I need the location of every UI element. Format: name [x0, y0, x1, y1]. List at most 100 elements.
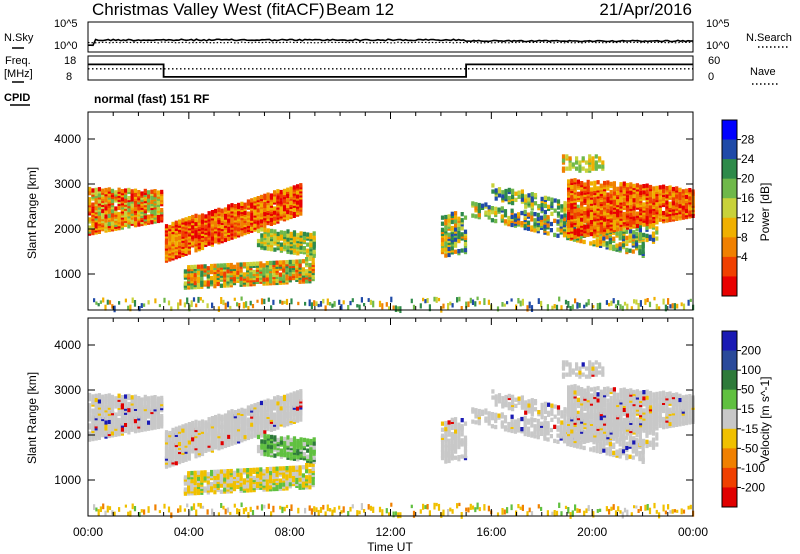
power-echo-cell	[200, 272, 204, 277]
velocity-echo-cell	[599, 445, 603, 450]
power-echo-cell	[178, 219, 182, 224]
power-echo-cell	[197, 214, 201, 219]
power-echo-cell	[302, 235, 306, 241]
velocity-echo-cell	[114, 412, 118, 417]
velocity-echo-cell	[454, 429, 458, 434]
power-echo-cell	[378, 300, 382, 308]
power-echo-cell	[108, 300, 112, 305]
power-echo-cell	[629, 229, 633, 234]
velocity-echo-cell	[110, 394, 115, 400]
power-echo-cell	[174, 242, 178, 248]
velocity-echo-cell	[308, 468, 312, 474]
velocity-echo-cell	[500, 412, 504, 417]
velocity-echo-cell	[494, 416, 498, 422]
velocity-echo-cell	[143, 402, 147, 408]
velocity-echo-cell	[457, 455, 461, 460]
velocity-echo-cell	[510, 420, 514, 425]
velocity-echo-cell	[621, 440, 626, 446]
power-echo-cell	[500, 206, 504, 211]
power-echo-cell	[223, 271, 227, 276]
power-echo-cell	[390, 296, 393, 303]
velocity-echo-cell	[457, 422, 461, 427]
colorbar-segment	[722, 256, 737, 277]
power-echo-cell	[616, 190, 620, 196]
power-echo-cell	[289, 186, 293, 191]
power-echo-cell	[546, 304, 549, 311]
power-echo-cell	[458, 296, 461, 302]
power-echo-cell	[503, 303, 506, 307]
power-echo-cell	[447, 214, 451, 219]
power-echo-cell	[511, 188, 515, 193]
power-echo-cell	[658, 189, 662, 194]
colorbar-tick-label: 12	[741, 211, 755, 225]
power-echo-cell	[609, 189, 613, 195]
velocity-echo-cell	[110, 431, 115, 436]
velocity-echo-cell	[273, 453, 277, 458]
power-echo-cell	[454, 227, 458, 232]
power-echo-cell	[593, 205, 597, 210]
velocity-echo-cell	[447, 458, 451, 464]
power-echo-cell	[609, 181, 613, 187]
velocity-echo-cell	[292, 454, 297, 459]
power-echo-cell	[599, 235, 603, 240]
velocity-echo-cell	[286, 451, 290, 456]
power-echo-cell	[665, 194, 669, 199]
power-echo-cell	[665, 200, 669, 205]
power-echo-cell	[633, 299, 636, 304]
power-echo-cell	[127, 195, 131, 201]
power-echo-cell	[273, 190, 277, 195]
power-echo-cell	[609, 193, 613, 199]
velocity-echo-cell	[302, 441, 306, 447]
power-echo-cell	[454, 249, 458, 254]
velocity-echo-cell	[615, 437, 619, 442]
power-echo-cell	[574, 298, 577, 304]
power-echo-cell	[556, 211, 561, 216]
power-echo-cell	[444, 243, 448, 248]
power-echo-cell	[646, 298, 649, 303]
power-echo-cell	[631, 249, 635, 254]
power-echo-cell	[269, 221, 273, 226]
velocity-echo-cell	[530, 431, 534, 436]
power-echo-cell	[219, 263, 223, 268]
power-echo-cell	[642, 202, 646, 207]
power-echo-cell	[282, 260, 286, 265]
velocity-echo-cell	[275, 466, 279, 471]
power-echo-cell	[569, 306, 572, 311]
power-echo-cell	[474, 214, 478, 219]
power-echo-cell	[179, 299, 182, 306]
power-echo-cell	[285, 260, 289, 265]
power-echo-cell	[612, 223, 616, 228]
power-echo-cell	[392, 305, 395, 310]
power-echo-cell	[206, 266, 210, 271]
velocity-echo-cell	[296, 438, 300, 444]
power-echo-cell	[220, 216, 224, 221]
power-echo-cell	[279, 189, 283, 195]
power-echo-cell	[260, 233, 264, 238]
power-echo-cell	[612, 298, 615, 304]
power-echo-cell	[275, 278, 279, 283]
power-echo-cell	[487, 211, 491, 216]
velocity-echo-cell	[120, 395, 124, 400]
power-echo-cell	[471, 201, 475, 206]
power-echo-cell	[273, 247, 277, 252]
power-echo-cell	[276, 195, 280, 200]
power-echo-cell	[124, 198, 128, 203]
power-echo-cell	[593, 221, 597, 226]
power-echo-cell	[288, 272, 292, 277]
power-echo-cell	[450, 246, 454, 251]
power-echo-cell	[153, 211, 157, 216]
velocity-echo-cell	[295, 479, 299, 484]
power-echo-cell	[580, 201, 584, 206]
power-echo-cell	[305, 269, 309, 274]
power-echo-cell	[460, 212, 464, 217]
velocity-echo-cell	[286, 409, 290, 415]
power-echo-cell	[259, 194, 264, 200]
power-echo-cell	[510, 222, 514, 228]
power-echo-cell	[124, 216, 128, 221]
power-echo-cell	[625, 197, 630, 202]
velocity-echo-cell	[605, 447, 609, 452]
power-echo-cell	[220, 297, 223, 304]
power-data-cells	[88, 154, 695, 314]
velocity-echo-cell	[233, 438, 237, 443]
velocity-echo-cell	[447, 424, 451, 429]
